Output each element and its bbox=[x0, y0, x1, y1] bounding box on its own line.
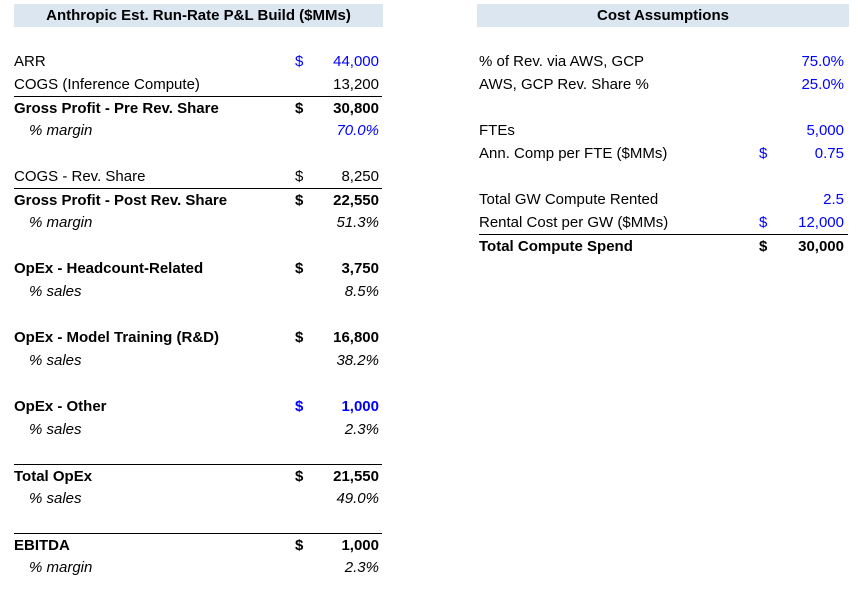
row-currency: $ bbox=[295, 260, 304, 277]
row-value: 12,000 bbox=[798, 214, 844, 231]
pnl-row-opex-other: OpEx - Other $ 1,000 bbox=[14, 395, 382, 418]
row-label: % margin bbox=[29, 214, 93, 231]
row-value: 16,800 bbox=[333, 329, 379, 346]
pnl-row-opex-headcount: OpEx - Headcount-Related $ 3,750 bbox=[14, 257, 382, 280]
costs-row-ftes: FTEs 5,000 bbox=[479, 119, 848, 142]
row-value: 70.0% bbox=[336, 122, 379, 139]
pnl-row-cogs-rev-share: COGS - Rev. Share $ 8,250 bbox=[14, 165, 382, 188]
row-value: 1,000 bbox=[341, 398, 379, 415]
row-currency: $ bbox=[759, 145, 768, 162]
row-currency: $ bbox=[295, 537, 304, 554]
row-value: 1,000 bbox=[341, 537, 379, 554]
pnl-row-gross-margin-post: % margin 51.3% bbox=[14, 211, 382, 234]
row-label: % margin bbox=[29, 559, 93, 576]
row-value: 0.75 bbox=[814, 145, 844, 162]
row-value: 21,550 bbox=[333, 468, 379, 485]
row-currency: $ bbox=[759, 238, 768, 255]
row-value: 75.0% bbox=[801, 53, 844, 70]
row-value: 30,800 bbox=[333, 100, 379, 117]
row-value: 2.3% bbox=[344, 421, 379, 438]
costs-row-rev-via-aws-gcp: % of Rev. via AWS, GCP 75.0% bbox=[479, 50, 848, 73]
row-currency: $ bbox=[295, 100, 304, 117]
pnl-row-gross-profit-post: Gross Profit - Post Rev. Share $ 22,550 bbox=[14, 188, 382, 212]
row-label: FTEs bbox=[479, 122, 515, 139]
costs-row-comp-per-fte: Ann. Comp per FTE ($MMs) $ 0.75 bbox=[479, 142, 848, 165]
row-label: % of Rev. via AWS, GCP bbox=[479, 53, 645, 70]
row-value: 3,750 bbox=[341, 260, 379, 277]
row-label: COGS (Inference Compute) bbox=[14, 76, 200, 93]
row-value: 38.2% bbox=[336, 352, 379, 369]
pnl-row-ebitda-margin: % margin 2.3% bbox=[14, 556, 382, 579]
row-currency: $ bbox=[295, 329, 304, 346]
costs-row-total-compute-spend: Total Compute Spend $ 30,000 bbox=[479, 234, 848, 258]
pnl-row-total-opex: Total OpEx $ 21,550 bbox=[14, 464, 382, 488]
pnl-row-ebitda: EBITDA $ 1,000 bbox=[14, 533, 382, 557]
row-value: 8,250 bbox=[341, 168, 379, 185]
row-label: Ann. Comp per FTE ($MMs) bbox=[479, 145, 668, 162]
row-currency: $ bbox=[295, 192, 304, 209]
pnl-row-gross-profit-pre: Gross Profit - Pre Rev. Share $ 30,800 bbox=[14, 96, 382, 120]
row-label: Rental Cost per GW ($MMs) bbox=[479, 214, 669, 231]
pnl-title: Anthropic Est. Run-Rate P&L Build ($MMs) bbox=[14, 4, 383, 27]
row-label: % sales bbox=[29, 490, 82, 507]
row-label: Total Compute Spend bbox=[479, 238, 633, 255]
row-value: 22,550 bbox=[333, 192, 379, 209]
row-label: Total GW Compute Rented bbox=[479, 191, 659, 208]
row-value: 2.5 bbox=[823, 191, 844, 208]
row-value: 5,000 bbox=[806, 122, 844, 139]
pnl-row-headcount-pct-sales: % sales 8.5% bbox=[14, 280, 382, 303]
row-label: ARR bbox=[14, 53, 46, 70]
row-value: 25.0% bbox=[801, 76, 844, 93]
row-label: % margin bbox=[29, 122, 93, 139]
costs-row-rental-cost-per-gw: Rental Cost per GW ($MMs) $ 12,000 bbox=[479, 211, 848, 234]
row-currency: $ bbox=[295, 468, 304, 485]
row-label: OpEx - Model Training (R&D) bbox=[14, 329, 219, 346]
row-value: 49.0% bbox=[336, 490, 379, 507]
costs-title: Cost Assumptions bbox=[477, 4, 849, 27]
row-currency: $ bbox=[759, 214, 768, 231]
pnl-row-opex-training: OpEx - Model Training (R&D) $ 16,800 bbox=[14, 326, 382, 349]
row-value: 51.3% bbox=[336, 214, 379, 231]
pnl-row-other-pct-sales: % sales 2.3% bbox=[14, 418, 382, 441]
row-label: % sales bbox=[29, 421, 82, 438]
row-value: 2.3% bbox=[344, 559, 379, 576]
costs-row-gw-rented: Total GW Compute Rented 2.5 bbox=[479, 188, 848, 211]
pnl-row-training-pct-sales: % sales 38.2% bbox=[14, 349, 382, 372]
row-currency: $ bbox=[295, 53, 304, 70]
pnl-row-arr: ARR $ 44,000 bbox=[14, 50, 382, 73]
pnl-row-cogs-inference: COGS (Inference Compute) 13,200 bbox=[14, 73, 382, 96]
row-label: Gross Profit - Pre Rev. Share bbox=[14, 100, 219, 117]
row-value: 44,000 bbox=[333, 53, 379, 70]
row-label: % sales bbox=[29, 283, 82, 300]
row-label: COGS - Rev. Share bbox=[14, 168, 146, 185]
row-label: OpEx - Headcount-Related bbox=[14, 260, 204, 277]
row-currency: $ bbox=[295, 168, 304, 185]
row-label: Gross Profit - Post Rev. Share bbox=[14, 192, 228, 209]
row-value: 13,200 bbox=[333, 76, 379, 93]
row-label: % sales bbox=[29, 352, 82, 369]
row-label: AWS, GCP Rev. Share % bbox=[479, 76, 649, 93]
row-value: 30,000 bbox=[798, 238, 844, 255]
row-label: Total OpEx bbox=[14, 468, 93, 485]
pnl-row-gross-margin-pre: % margin 70.0% bbox=[14, 119, 382, 142]
row-label: OpEx - Other bbox=[14, 398, 107, 415]
pnl-row-total-opex-pct-sales: % sales 49.0% bbox=[14, 487, 382, 510]
row-currency: $ bbox=[295, 398, 304, 415]
row-value: 8.5% bbox=[344, 283, 379, 300]
row-label: EBITDA bbox=[14, 537, 70, 554]
costs-row-rev-share-pct: AWS, GCP Rev. Share % 25.0% bbox=[479, 73, 848, 96]
